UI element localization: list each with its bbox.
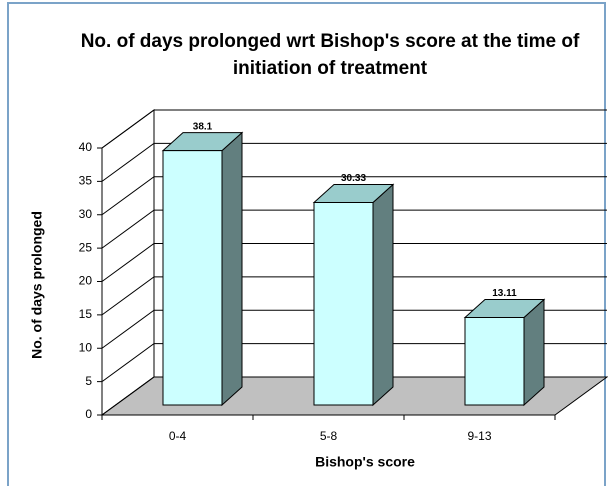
y-tick-label: 40 (79, 140, 93, 154)
grid-line (101, 209, 607, 249)
grid-line (101, 343, 607, 383)
bar (463, 298, 546, 407)
y-axis-label: No. of days prolonged (29, 211, 45, 359)
y-tick-label: 10 (79, 340, 93, 354)
bar-side (372, 183, 394, 407)
bar-side (221, 131, 243, 407)
grid-line (101, 142, 607, 182)
x-tick-label: 9-13 (467, 429, 491, 443)
grid-line (101, 376, 607, 416)
value-label: 38.1 (193, 121, 213, 132)
y-tick-label: 5 (85, 374, 92, 388)
x-tick-label: 0-4 (169, 429, 187, 443)
grid-line (101, 176, 607, 216)
bar-front (464, 316, 525, 406)
y-tick-label: 15 (79, 307, 93, 321)
y-tick-label: 25 (79, 240, 93, 254)
y-tick-label: 0 (85, 407, 92, 421)
grid-line (101, 309, 607, 349)
bar (312, 183, 395, 407)
value-label: 13.11 (492, 288, 517, 299)
y-tick-label: 30 (79, 207, 93, 221)
bar-front (313, 202, 374, 406)
bar (161, 131, 244, 407)
value-label: 30.33 (341, 173, 366, 184)
x-tick-label: 5-8 (320, 429, 338, 443)
y-tick-label: 35 (79, 174, 93, 188)
chart-title: No. of days prolonged wrt Bishop's score… (80, 31, 580, 79)
grid-line (101, 276, 607, 316)
x-axis-label: Bishop's score (315, 454, 415, 470)
y-tick-label: 20 (79, 274, 93, 288)
bar-front (162, 150, 223, 406)
grid-line (101, 109, 607, 149)
grid-line (101, 243, 607, 282)
